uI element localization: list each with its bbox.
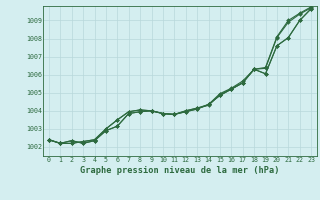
X-axis label: Graphe pression niveau de la mer (hPa): Graphe pression niveau de la mer (hPa) bbox=[80, 166, 280, 175]
